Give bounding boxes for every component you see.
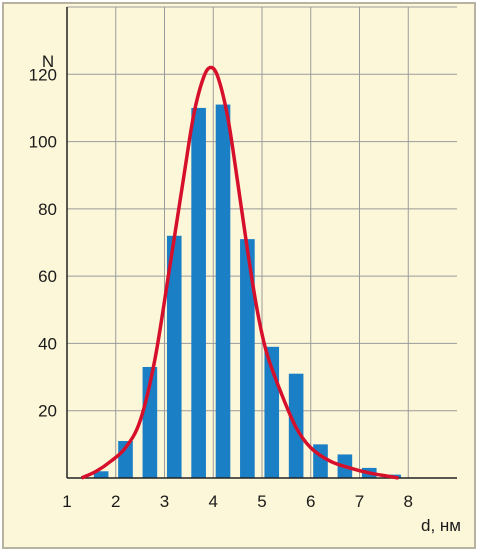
y-tick-labels: 20 40 60 80 100 120 (29, 65, 57, 420)
histogram-bar (215, 104, 231, 479)
x-tick-label: 6 (306, 492, 315, 511)
x-tick-labels: 1 2 3 4 5 6 7 8 (62, 492, 413, 511)
x-tick-label: 5 (257, 492, 266, 511)
x-tick-label: 1 (62, 492, 71, 511)
histogram-bar (166, 235, 182, 478)
y-tick-label: 40 (38, 334, 57, 353)
fit-curve (80, 65, 399, 480)
x-tick-label: 8 (404, 492, 413, 511)
histogram-bar (313, 444, 328, 478)
x-axis-title: d, нм (421, 516, 461, 535)
y-axis-title: N (42, 52, 54, 71)
distribution-chart: 1 2 3 4 5 6 7 8 20 40 60 80 100 120 N d, нм (29, 6, 461, 535)
y-tick-label: 60 (38, 267, 57, 286)
y-tick-label: 120 (29, 65, 57, 84)
curve-layer (80, 65, 399, 480)
histogram-bar (93, 471, 109, 478)
x-tick-label: 4 (209, 492, 218, 511)
x-tick-label: 7 (355, 492, 364, 511)
grid (66, 6, 457, 478)
histogram-bar (191, 107, 206, 478)
y-tick-label: 80 (38, 200, 57, 219)
x-tick-label: 2 (111, 492, 120, 511)
y-tick-label: 100 (29, 133, 57, 152)
histogram-bar (240, 239, 255, 478)
y-tick-label: 20 (38, 402, 57, 421)
x-tick-label: 3 (160, 492, 169, 511)
chart-frame: 1 2 3 4 5 6 7 8 20 40 60 80 100 120 N d, нм (2, 2, 476, 549)
